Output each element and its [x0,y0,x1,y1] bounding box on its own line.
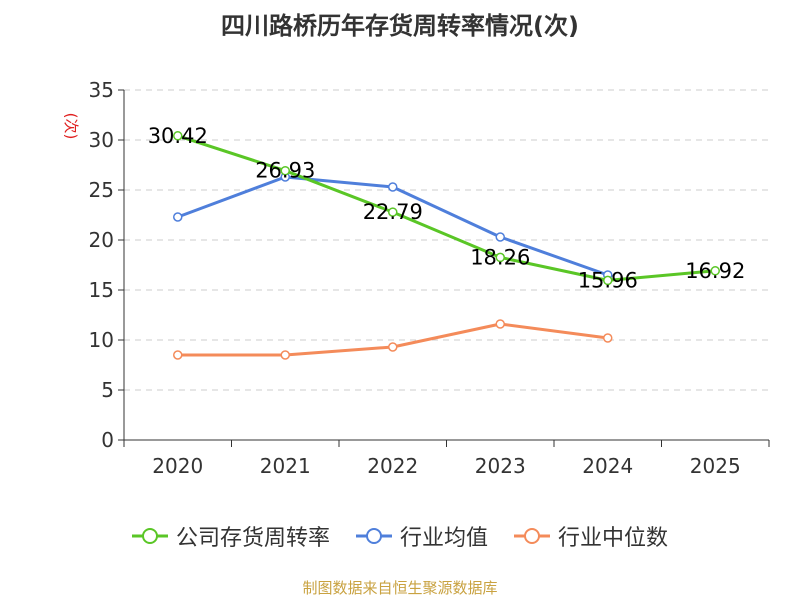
data-point-s2-2020 [173,350,183,360]
y-tick-label-20: 20 [89,228,114,252]
y-tick-label-35: 35 [89,78,114,102]
data-label-2023: 18.26 [470,245,530,269]
legend-label-industry-mean: 行业均值 [399,526,488,551]
series-line-0 [177,134,716,282]
y-tick-label-15: 15 [89,278,114,302]
y-tick-label-0: 0 [101,428,114,452]
legend: 公司存货周转率 行业均值 行业中位数 [0,520,800,552]
data-point-s1-2020 [173,212,183,222]
data-point-s0-2020 [173,131,183,141]
legend-label-industry-median: 行业中位数 [558,526,669,551]
y-axis-title: (次) [62,113,80,140]
data-point-s2-2022 [388,342,398,352]
data-label-2025: 16.92 [685,259,745,283]
x-tick-label-2024: 2024 [582,454,633,478]
legend-swatch-industry-median [514,528,550,544]
x-tick-label-2023: 2023 [475,454,526,478]
x-tick-label-2020: 2020 [152,454,203,478]
chart-title: 四川路桥历年存货周转率情况(次) [221,12,579,40]
legend-swatch-industry-mean [355,528,392,544]
data-point-s0-2021 [280,165,290,176]
data-point-s2-2021 [280,350,290,360]
legend-item-industry-mean[interactable]: 行业均值 [355,520,488,552]
data-label-2022: 22.79 [363,200,423,224]
data-label-2021: 26.93 [255,159,315,183]
legend-swatch-company [131,528,168,544]
data-point-s1-2023 [495,232,505,242]
data-label-2024: 15.96 [578,268,638,292]
y-tick-label-25: 25 [89,178,114,202]
y-tick-label-5: 5 [101,378,114,402]
legend-item-industry-median[interactable]: 行业中位数 [514,520,668,552]
legend-item-company[interactable]: 公司存货周转率 [131,520,330,552]
data-label-2020: 30.42 [148,124,208,148]
data-point-s0-2025 [710,266,720,276]
x-tick-label-2021: 2021 [260,454,311,478]
x-tick-label-2025: 2025 [690,454,741,478]
data-point-s0-2022 [388,207,398,217]
data-point-s0-2024 [603,275,613,286]
data-point-s1-2022 [388,182,398,192]
data-point-s2-2023 [495,319,505,329]
data-point-s0-2023 [495,252,505,263]
x-tick-label-2022: 2022 [367,454,418,478]
legend-label-company: 公司存货周转率 [175,526,330,551]
data-point-s2-2024 [603,333,613,343]
y-tick-label-30: 30 [89,128,114,152]
source-note: 制图数据来自恒生聚源数据库 [302,579,498,597]
y-tick-label-10: 10 [89,328,114,352]
